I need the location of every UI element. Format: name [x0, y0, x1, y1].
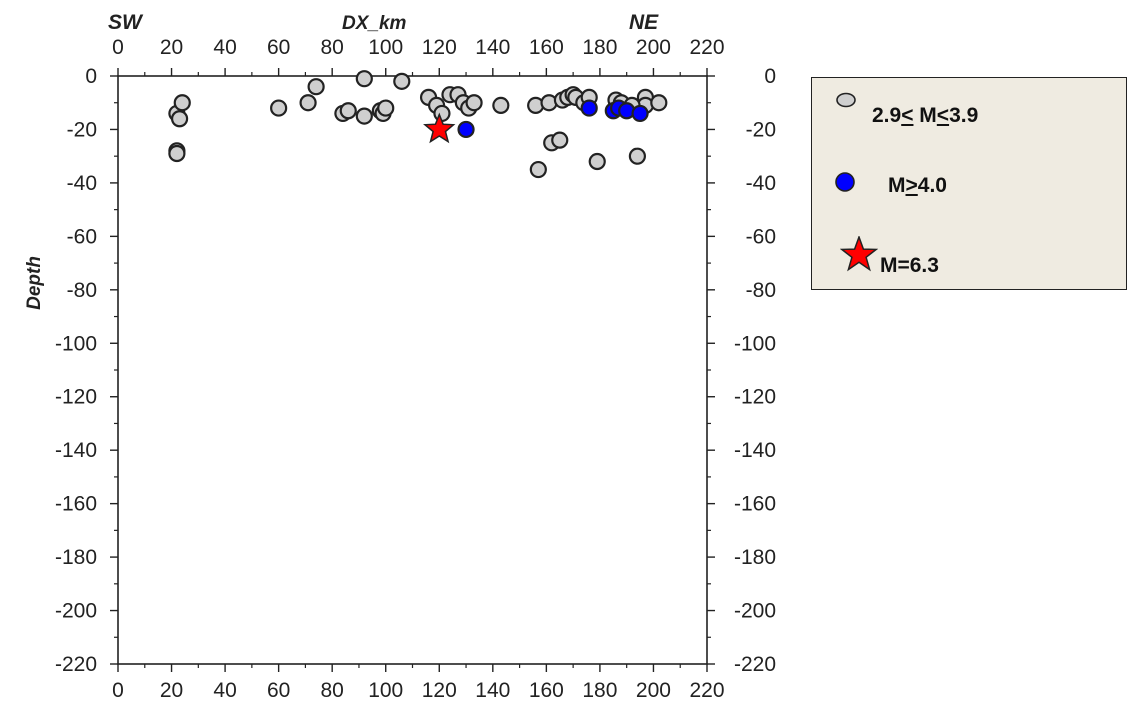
small-event-marker: [339, 102, 357, 120]
data-markers: [168, 70, 668, 179]
large-event-marker: [457, 120, 475, 139]
top-right-label: NE: [629, 11, 659, 34]
x-tick-label-top: 20: [160, 36, 183, 59]
y-axis-title: Depth: [24, 256, 45, 310]
x-tick-label-bottom: 160: [529, 679, 564, 702]
y-tick-label-right: -80: [746, 279, 776, 302]
x-tick-label-top: 180: [582, 36, 617, 59]
y-tick-label-left: -40: [67, 172, 97, 195]
x-tick-label-bottom: 20: [160, 679, 183, 702]
x-tick-label-top: 60: [267, 36, 290, 59]
axis-tick-labels: 0020204040606080801001001201201401401601…: [55, 36, 776, 702]
small-event-marker: [492, 96, 510, 115]
small-event-marker: [270, 99, 288, 117]
y-tick-label-right: -60: [746, 225, 776, 248]
x-tick-label-top: 100: [368, 36, 403, 59]
x-tick-label-bottom: 60: [267, 679, 290, 702]
gray-circle-icon: [836, 92, 856, 108]
x-tick-label-top: 220: [689, 36, 724, 59]
small-event-marker: [355, 70, 373, 88]
x-tick-label-bottom: 180: [582, 679, 617, 702]
large-event-marker: [580, 99, 598, 117]
x-tick-label-bottom: 140: [475, 679, 510, 702]
x-tick-label-bottom: 80: [321, 679, 344, 702]
y-tick-label-right: -200: [734, 600, 776, 623]
x-tick-label-top: 200: [636, 36, 671, 59]
legend-item-large: M>4.0: [834, 170, 947, 197]
y-tick-label-right: -180: [734, 546, 776, 569]
y-tick-label-left: -180: [55, 546, 97, 569]
y-tick-label-left: 0: [85, 65, 97, 88]
x-tick-label-bottom: 40: [213, 679, 236, 702]
x-tick-label-bottom: 200: [636, 679, 671, 702]
x-tick-label-top: 120: [422, 36, 457, 59]
legend-item-mainshock: M=6.3: [840, 236, 939, 277]
x-tick-label-bottom: 100: [368, 679, 403, 702]
small-event-marker: [650, 94, 668, 112]
small-event-marker: [170, 110, 189, 128]
top-axis-title: DX_km: [342, 13, 407, 34]
x-tick-label-bottom: 220: [689, 679, 724, 702]
cross-section-chart: 0020204040606080801001001201201401401601…: [24, 11, 776, 702]
y-tick-label-left: -140: [55, 439, 97, 462]
y-tick-label-left: -20: [67, 118, 97, 141]
x-tick-label-top: 40: [213, 36, 236, 59]
small-event-marker: [588, 152, 606, 171]
x-tick-label-top: 80: [321, 36, 344, 59]
y-tick-label-left: -220: [55, 653, 97, 676]
x-tick-label-bottom: 0: [112, 679, 124, 702]
red-star-icon: [840, 236, 878, 272]
y-tick-label-left: -200: [55, 600, 97, 623]
small-event-marker: [529, 160, 547, 179]
y-tick-label-left: -160: [55, 493, 97, 516]
y-tick-label-left: -100: [55, 332, 97, 355]
small-event-marker: [551, 131, 569, 149]
y-tick-label-right: -100: [734, 332, 776, 355]
y-tick-label-right: -40: [746, 172, 776, 195]
small-event-marker: [433, 104, 451, 123]
x-tick-label-top: 0: [112, 36, 124, 59]
top-left-label: SW: [108, 11, 144, 34]
axis-ticks: [110, 68, 715, 672]
y-tick-label-left: -60: [67, 225, 97, 248]
y-tick-label-left: -80: [67, 279, 97, 302]
legend-item-small: 2.9< M<3.9: [834, 86, 978, 127]
y-tick-label-right: -160: [734, 493, 776, 516]
large-event-marker: [631, 104, 649, 123]
blue-circle-icon: [835, 172, 855, 192]
x-tick-label-top: 160: [529, 36, 564, 59]
y-tick-label-left: -120: [55, 386, 97, 409]
small-event-marker: [355, 107, 373, 125]
small-event-marker: [465, 94, 483, 112]
legend: 2.9< M<3.9 M>4.0 M=6.3: [811, 77, 1127, 290]
small-event-marker: [377, 99, 395, 117]
small-event-marker: [628, 147, 646, 165]
y-tick-label-right: -140: [734, 439, 776, 462]
y-tick-label-right: -20: [746, 118, 776, 141]
small-event-marker: [307, 78, 325, 96]
x-tick-label-top: 140: [475, 36, 510, 59]
y-tick-label-right: -120: [734, 386, 776, 409]
small-event-marker: [173, 94, 191, 112]
mainshock-star-marker: [423, 112, 456, 144]
legend-label-large: M>4.0: [888, 174, 947, 197]
small-event-marker: [393, 72, 411, 90]
legend-label-mainshock: M=6.3: [880, 254, 939, 277]
small-event-marker: [168, 144, 186, 163]
y-tick-label-right: -220: [734, 653, 776, 676]
x-tick-label-bottom: 120: [422, 679, 457, 702]
legend-label-small: 2.9< M<3.9: [872, 104, 979, 127]
plot-frame: [117, 75, 708, 665]
y-tick-label-right: 0: [764, 65, 776, 88]
small-event-marker: [299, 94, 317, 112]
